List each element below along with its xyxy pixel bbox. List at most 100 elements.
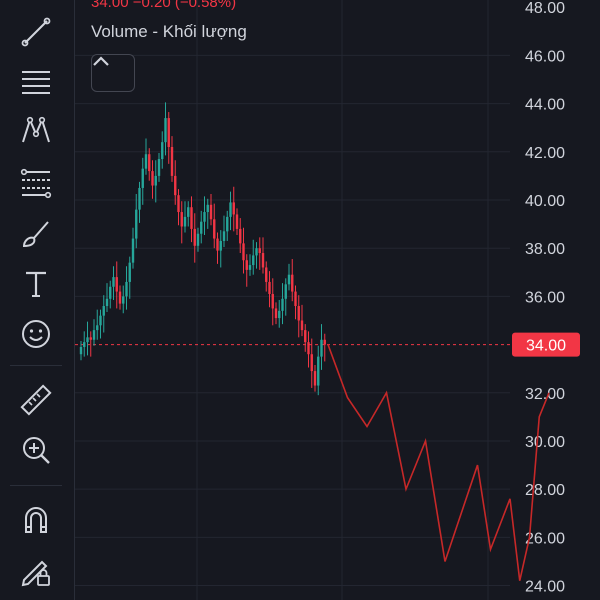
ruler-icon[interactable] <box>14 378 58 422</box>
candle-body <box>105 298 109 307</box>
candle-body <box>232 202 235 215</box>
candle-body <box>92 330 96 340</box>
candle-body <box>187 207 190 217</box>
candle-body <box>177 195 180 213</box>
candle-body <box>154 175 157 186</box>
candle-body <box>206 204 209 213</box>
candle-body <box>86 337 89 343</box>
price-chart[interactable]: 46.00 44.00 42.00 40.00 38.00 36.00 32.00 30.00… <box>75 0 600 600</box>
zoom-in-icon[interactable] <box>14 428 58 472</box>
price-tick-label: 46.00 <box>525 48 565 65</box>
magnet-icon[interactable] <box>14 498 58 542</box>
candle-body <box>209 204 213 220</box>
candle-body <box>138 187 141 210</box>
price-tick-label: 26.00 <box>525 530 565 547</box>
price-tick-label: 48.00 <box>525 0 565 17</box>
candle-body <box>274 308 278 319</box>
price-tick-label: 30.00 <box>525 434 565 451</box>
price-tick-label: 28.00 <box>525 482 565 499</box>
candle-body <box>164 118 167 143</box>
candle-body <box>203 212 206 222</box>
candle-body <box>190 207 193 229</box>
price-tick-label: 36.00 <box>525 289 565 306</box>
brush-icon[interactable] <box>14 212 58 256</box>
collapse-legend-button[interactable] <box>91 54 135 92</box>
candle-body <box>313 371 317 386</box>
candle-body <box>193 228 196 246</box>
candle-body <box>115 277 118 292</box>
candle-body <box>196 233 200 246</box>
current-price-label: 34.00 <box>526 338 566 355</box>
candle-body <box>144 154 148 169</box>
candle-body <box>89 337 92 340</box>
price-tick-label: 44.00 <box>525 97 565 114</box>
candle-body <box>99 315 102 326</box>
candle-body <box>167 118 170 147</box>
candle-body <box>281 298 284 311</box>
candle-body <box>226 216 229 232</box>
candle-body <box>219 240 222 251</box>
candle-body <box>235 214 239 229</box>
candle-body <box>170 146 174 176</box>
candle-body <box>174 175 177 196</box>
horizontal-lines-icon[interactable] <box>14 60 58 104</box>
pattern-icon[interactable] <box>14 108 58 152</box>
candle-body <box>245 260 248 270</box>
candle-body <box>118 291 122 304</box>
candle-body <box>216 238 219 251</box>
volume-indicator-label[interactable]: Volume - Khối lượng <box>91 22 247 41</box>
candle-body <box>261 253 265 268</box>
candle-body <box>317 356 320 386</box>
candle-body <box>183 216 187 227</box>
candle-body <box>268 281 271 294</box>
candle-body <box>307 342 310 355</box>
candle-body <box>213 219 216 239</box>
candle-body <box>102 306 105 316</box>
candle-body <box>304 330 307 343</box>
candle-body <box>229 202 232 217</box>
price-tick-label: 42.00 <box>525 145 565 162</box>
chevron-up-icon <box>93 56 109 66</box>
price-tick-label: 24.00 <box>525 579 565 596</box>
candle-body <box>131 238 135 263</box>
candle-body <box>297 306 300 321</box>
candle-body <box>310 354 313 372</box>
candle-body <box>200 221 203 234</box>
trend-line-icon[interactable] <box>14 10 58 54</box>
candle-body <box>320 339 323 357</box>
price-tick-label: 32.00 <box>525 386 565 403</box>
candle-body <box>242 243 245 261</box>
candle-body <box>128 262 131 282</box>
candle-body <box>161 142 164 160</box>
candle-body <box>294 291 297 307</box>
candle-body <box>148 154 151 172</box>
candle-body <box>239 228 242 244</box>
candle-body <box>112 277 115 287</box>
candle-body <box>122 296 125 304</box>
candle-body <box>265 267 268 282</box>
current-price-label-bg <box>512 332 580 357</box>
text-icon[interactable] <box>14 262 58 306</box>
price-tick-label: 40.00 <box>525 193 565 210</box>
candle-body <box>96 325 99 331</box>
chart-canvas[interactable]: 46.00 44.00 42.00 40.00 38.00 36.00 32.00 30.00… <box>75 0 600 600</box>
lock-drawing-icon[interactable] <box>14 548 58 592</box>
fib-retracement-icon[interactable] <box>14 160 58 204</box>
candle-body <box>79 346 83 355</box>
candle-body <box>141 168 144 188</box>
candle-body <box>157 159 161 176</box>
price-change-legend: 34.00 −0.20 (−0.58%) <box>91 0 237 11</box>
candle-body <box>151 171 154 186</box>
candle-body <box>248 265 252 270</box>
candle-body <box>271 293 274 309</box>
candle-body <box>252 255 255 266</box>
candle-body <box>255 248 258 256</box>
drawing-toolbar <box>0 0 75 600</box>
candle-body <box>83 342 86 347</box>
candle-body <box>125 281 128 297</box>
drawn-projection-line <box>327 344 550 581</box>
emoji-icon[interactable] <box>14 312 58 356</box>
candle-body <box>258 248 261 254</box>
candle-body <box>222 231 226 241</box>
price-tick-label: 38.00 <box>525 241 565 258</box>
